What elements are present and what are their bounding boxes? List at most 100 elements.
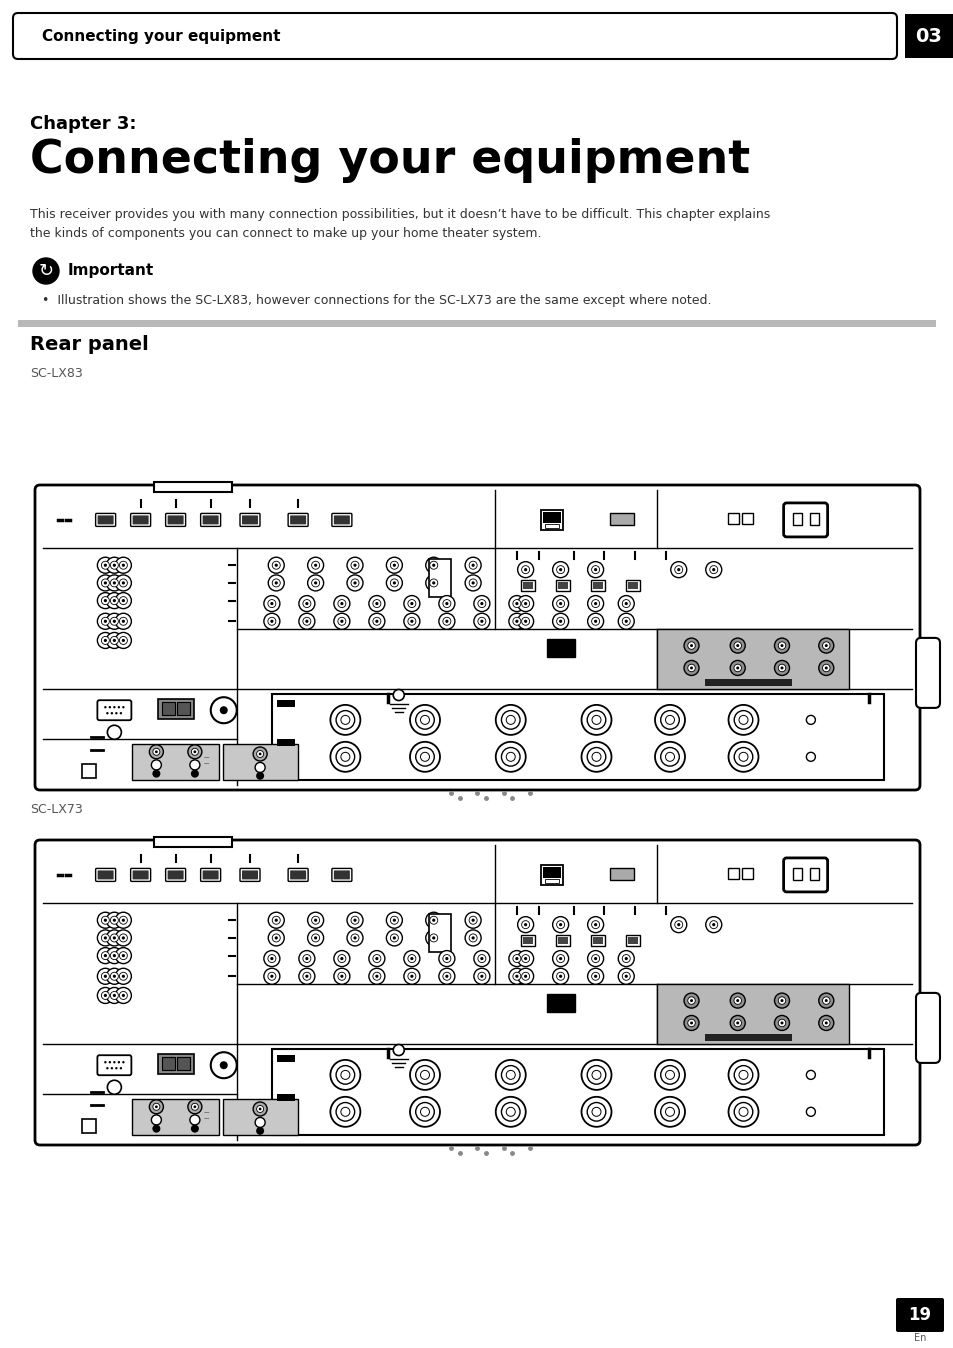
Circle shape	[429, 561, 437, 569]
Circle shape	[270, 620, 274, 623]
Circle shape	[119, 1068, 122, 1069]
Circle shape	[496, 1097, 525, 1127]
Bar	[544, 879, 558, 883]
Circle shape	[660, 1103, 679, 1122]
Circle shape	[420, 1070, 429, 1080]
FancyBboxPatch shape	[166, 868, 186, 882]
Text: Chapter 3:: Chapter 3:	[30, 115, 136, 133]
Circle shape	[587, 613, 603, 630]
Circle shape	[442, 600, 451, 608]
Circle shape	[523, 923, 527, 926]
Bar	[276, 1055, 294, 1062]
Circle shape	[268, 913, 284, 929]
Circle shape	[97, 557, 113, 573]
Circle shape	[517, 950, 533, 967]
Circle shape	[337, 617, 346, 625]
Circle shape	[272, 917, 280, 925]
Bar	[429, 914, 451, 952]
Circle shape	[101, 636, 110, 644]
Circle shape	[513, 617, 520, 625]
Circle shape	[624, 603, 627, 605]
Circle shape	[515, 603, 517, 605]
Circle shape	[393, 937, 395, 940]
Bar	[625, 581, 639, 592]
Circle shape	[655, 741, 684, 772]
Bar	[157, 1054, 193, 1074]
FancyBboxPatch shape	[132, 515, 149, 524]
Text: —: —	[203, 756, 209, 760]
Circle shape	[403, 596, 419, 612]
Circle shape	[115, 712, 117, 714]
Circle shape	[314, 581, 317, 585]
Circle shape	[805, 752, 815, 762]
Circle shape	[477, 954, 485, 962]
Circle shape	[390, 934, 398, 942]
Circle shape	[106, 1068, 109, 1069]
Circle shape	[594, 568, 597, 572]
Circle shape	[107, 576, 122, 590]
Bar	[556, 581, 570, 592]
Circle shape	[393, 1045, 404, 1055]
Circle shape	[101, 934, 110, 942]
FancyBboxPatch shape	[202, 871, 218, 879]
Circle shape	[780, 1022, 782, 1024]
Bar	[727, 512, 738, 524]
Circle shape	[112, 975, 116, 977]
Circle shape	[353, 937, 356, 940]
Circle shape	[113, 1061, 115, 1064]
FancyBboxPatch shape	[97, 1055, 132, 1076]
Circle shape	[369, 613, 384, 630]
Circle shape	[264, 968, 279, 984]
Circle shape	[107, 613, 122, 630]
Circle shape	[513, 972, 520, 980]
Circle shape	[122, 706, 125, 709]
FancyBboxPatch shape	[334, 515, 350, 524]
Circle shape	[687, 665, 695, 671]
Circle shape	[111, 636, 118, 644]
Circle shape	[109, 1061, 111, 1064]
Circle shape	[111, 561, 118, 569]
Circle shape	[270, 957, 274, 960]
Bar	[82, 763, 96, 778]
Circle shape	[369, 968, 384, 984]
Circle shape	[255, 772, 264, 780]
Circle shape	[122, 975, 125, 977]
Circle shape	[474, 613, 489, 630]
Circle shape	[521, 566, 529, 574]
Circle shape	[117, 1061, 120, 1064]
Circle shape	[587, 950, 603, 967]
Circle shape	[552, 596, 568, 612]
Circle shape	[268, 576, 284, 590]
Circle shape	[474, 950, 489, 967]
Circle shape	[33, 257, 59, 284]
Circle shape	[375, 620, 378, 623]
FancyBboxPatch shape	[240, 514, 260, 527]
Circle shape	[106, 712, 109, 714]
Circle shape	[152, 1115, 161, 1124]
Circle shape	[508, 950, 524, 967]
Circle shape	[335, 1103, 355, 1122]
Circle shape	[556, 972, 564, 980]
Bar	[82, 1119, 96, 1132]
FancyBboxPatch shape	[288, 514, 308, 527]
Circle shape	[107, 557, 122, 573]
FancyBboxPatch shape	[200, 514, 220, 527]
Circle shape	[416, 1103, 434, 1122]
Circle shape	[305, 957, 308, 960]
FancyBboxPatch shape	[166, 514, 186, 527]
Circle shape	[353, 563, 356, 566]
Circle shape	[592, 716, 600, 724]
Circle shape	[506, 1070, 515, 1080]
Circle shape	[517, 596, 533, 612]
Bar	[593, 582, 602, 589]
Circle shape	[523, 957, 527, 960]
Circle shape	[711, 923, 715, 926]
Circle shape	[624, 957, 627, 960]
Circle shape	[818, 1015, 833, 1030]
Circle shape	[670, 562, 686, 578]
Circle shape	[312, 561, 319, 569]
Bar	[544, 524, 558, 528]
Circle shape	[624, 975, 627, 977]
Bar	[429, 559, 451, 597]
Circle shape	[709, 921, 717, 929]
